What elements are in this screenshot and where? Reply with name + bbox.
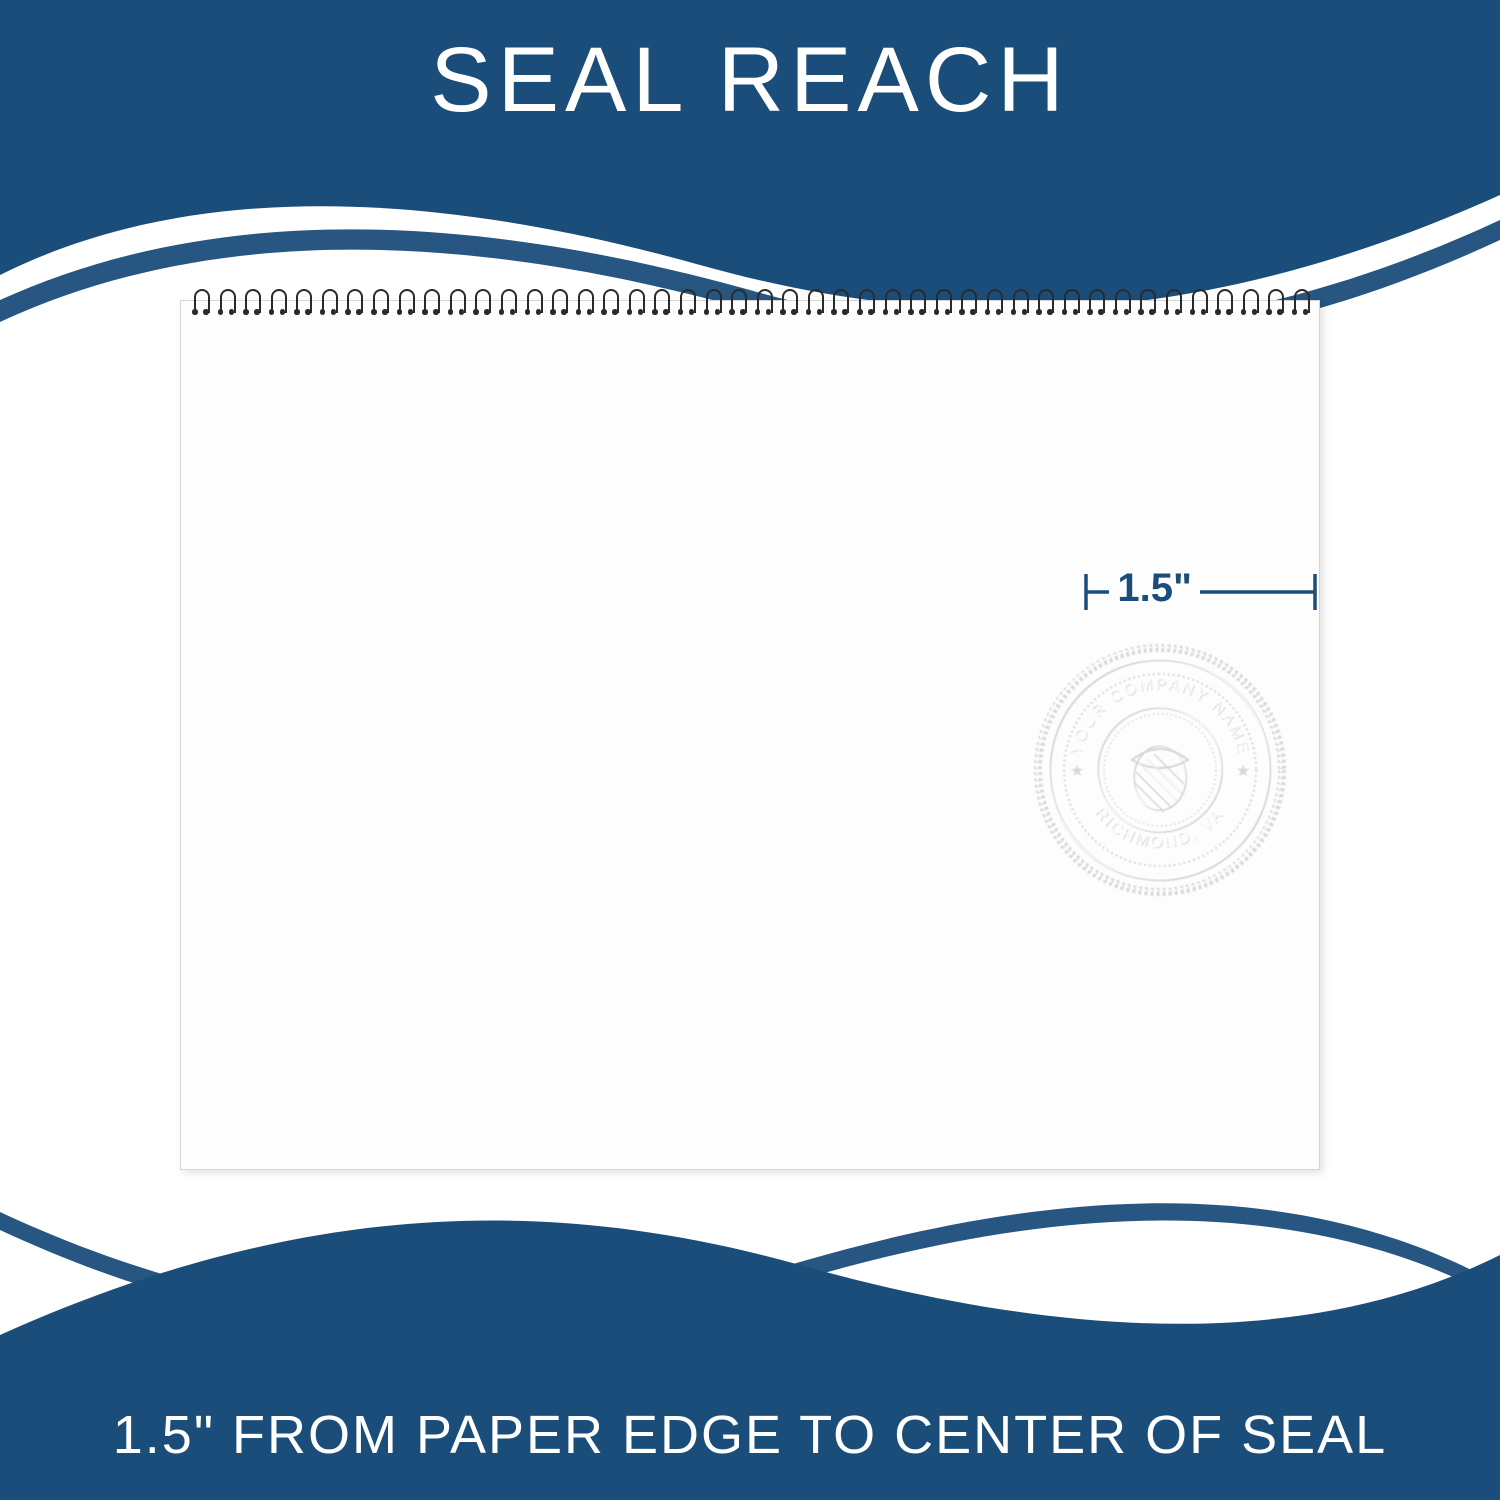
- spiral-ring: [779, 289, 797, 327]
- spiral-ring: [600, 289, 618, 327]
- spiral-ring: [191, 289, 209, 327]
- page-title: SEAL REACH: [430, 28, 1069, 133]
- spiral-ring: [805, 289, 823, 327]
- spiral-ring: [1189, 289, 1207, 327]
- spiral-ring: [524, 289, 542, 327]
- spiral-ring: [626, 289, 644, 327]
- spiral-ring: [217, 289, 235, 327]
- spiral-ring: [1112, 289, 1130, 327]
- spiral-ring: [703, 289, 721, 327]
- spiral-ring: [907, 289, 925, 327]
- svg-text:★: ★: [1070, 763, 1084, 780]
- spiral-ring: [549, 289, 567, 327]
- spiral-ring: [651, 289, 669, 327]
- embossed-seal: YOUR COMPANY NAME RICHMOND, VA YOUR COMP…: [1030, 640, 1290, 900]
- spiral-ring: [421, 289, 439, 327]
- spiral-ring: [933, 289, 951, 327]
- svg-text:★: ★: [1236, 763, 1250, 780]
- spiral-ring: [984, 289, 1002, 327]
- header-bar: SEAL REACH: [0, 0, 1500, 160]
- spiral-ring: [242, 289, 260, 327]
- spiral-ring: [1291, 289, 1309, 327]
- spiral-ring: [677, 289, 695, 327]
- spiral-ring: [268, 289, 286, 327]
- spiral-ring: [1086, 289, 1104, 327]
- spiral-ring: [396, 289, 414, 327]
- spiral-ring: [958, 289, 976, 327]
- measurement-label: 1.5": [1109, 566, 1200, 611]
- spiral-ring: [293, 289, 311, 327]
- spiral-ring: [498, 289, 516, 327]
- spiral-ring: [1035, 289, 1053, 327]
- spiral-ring: [1163, 289, 1181, 327]
- spiral-ring: [1010, 289, 1028, 327]
- spiral-ring: [447, 289, 465, 327]
- spiral-binding: [191, 289, 1309, 327]
- spiral-ring: [344, 289, 362, 327]
- spiral-ring: [472, 289, 490, 327]
- spiral-ring: [830, 289, 848, 327]
- spiral-ring: [1137, 289, 1155, 327]
- spiral-ring: [728, 289, 746, 327]
- spiral-ring: [1240, 289, 1258, 327]
- spiral-ring: [1214, 289, 1232, 327]
- spiral-ring: [856, 289, 874, 327]
- spiral-ring: [370, 289, 388, 327]
- spiral-ring: [575, 289, 593, 327]
- footer-bar: 1.5" FROM PAPER EDGE TO CENTER OF SEAL: [0, 1370, 1500, 1500]
- spiral-ring: [319, 289, 337, 327]
- spiral-ring: [882, 289, 900, 327]
- wave-bottom-decoration: [0, 1170, 1500, 1370]
- spiral-ring: [1061, 289, 1079, 327]
- spiral-ring: [1265, 289, 1283, 327]
- spiral-ring: [754, 289, 772, 327]
- footer-text: 1.5" FROM PAPER EDGE TO CENTER OF SEAL: [113, 1404, 1387, 1466]
- svg-text:YOUR COMPANY NAME: YOUR COMPANY NAME: [1068, 676, 1251, 756]
